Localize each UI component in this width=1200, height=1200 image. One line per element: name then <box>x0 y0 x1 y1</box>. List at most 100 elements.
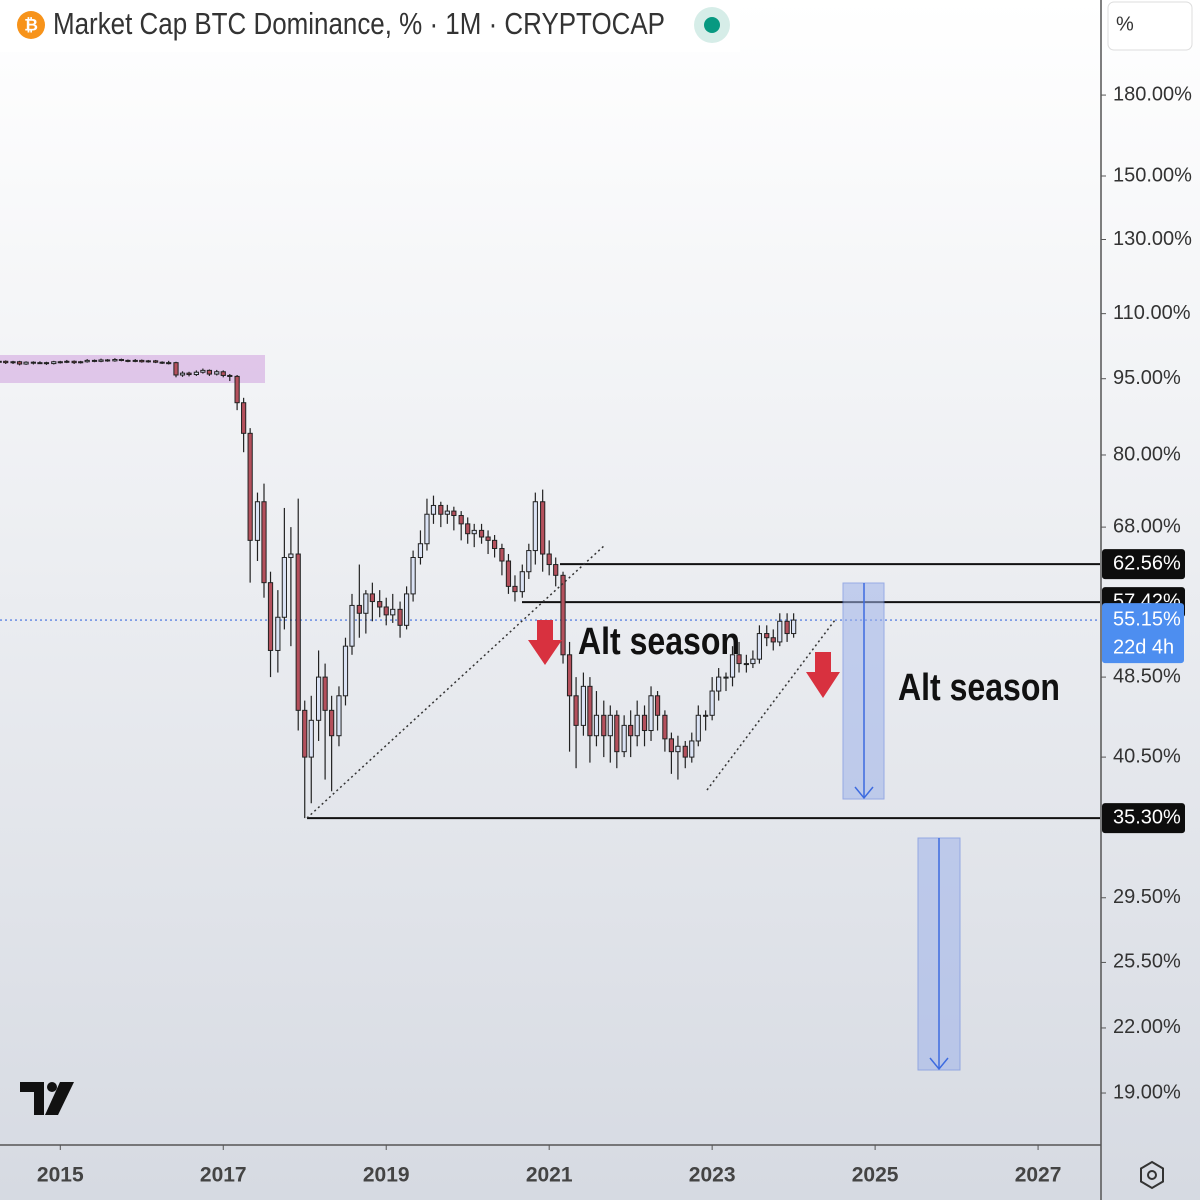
candle-body <box>57 361 63 364</box>
candle-body <box>723 676 729 679</box>
candle-body <box>689 740 695 758</box>
scale-button-label[interactable]: % <box>1116 13 1134 35</box>
candle-body <box>383 606 389 616</box>
settings-icon[interactable] <box>1140 1160 1164 1190</box>
candle-body <box>349 604 355 647</box>
candle-body <box>186 372 192 376</box>
candle-body <box>593 714 600 737</box>
candle-body <box>159 361 165 364</box>
candle-body <box>179 372 186 376</box>
y-tick-label: 29.50% <box>1113 886 1181 908</box>
candle-body <box>458 515 464 525</box>
candle-body <box>641 714 648 732</box>
candle-body <box>118 359 125 362</box>
candle-body <box>37 362 43 365</box>
y-tick-label: 68.00% <box>1113 515 1181 537</box>
candle-body <box>573 695 579 726</box>
candle-body <box>302 709 308 758</box>
candle-body <box>764 633 770 639</box>
candle-body <box>566 654 573 697</box>
candle-body <box>451 510 457 517</box>
candle-body <box>200 369 206 373</box>
candle-body <box>628 724 634 737</box>
candle-body <box>743 663 749 666</box>
y-tick-label: 80.00% <box>1113 443 1181 465</box>
candle-body <box>281 557 287 618</box>
y-tick-label: 25.50% <box>1113 951 1181 973</box>
candle-body <box>51 361 57 365</box>
candle-body <box>267 582 274 651</box>
candle-body <box>206 369 213 375</box>
tv-logo <box>20 1082 74 1115</box>
candle-body <box>444 510 450 515</box>
candle-body <box>234 375 240 404</box>
scale-button[interactable] <box>1107 1 1193 51</box>
candle-body <box>125 359 131 362</box>
candle-body <box>791 619 797 635</box>
candle-body <box>227 374 233 377</box>
candle-body <box>430 504 437 515</box>
candle-body <box>465 523 471 535</box>
candle-body <box>43 362 50 365</box>
candle-body <box>546 553 552 566</box>
y-tick-label: 48.50% <box>1113 665 1181 687</box>
candle-body <box>485 536 491 541</box>
candle-body <box>478 529 485 538</box>
x-tick-label: 2025 <box>852 1164 899 1187</box>
candle-body <box>336 695 342 737</box>
x-tick-label: 2019 <box>363 1164 410 1187</box>
candle-body <box>662 714 668 740</box>
candle-body <box>668 738 675 753</box>
candle-body <box>682 745 688 758</box>
y-tick-label: 180.00% <box>1113 83 1192 105</box>
candle-body <box>71 360 77 364</box>
candle-body <box>241 402 247 434</box>
candle-body <box>729 654 736 678</box>
candle-body <box>614 714 620 753</box>
candle-body <box>254 501 261 541</box>
candle-body <box>78 361 84 364</box>
btc-icon <box>17 11 45 39</box>
candle-body <box>634 714 640 737</box>
candle-body <box>315 676 322 721</box>
candle-body <box>220 371 226 376</box>
x-tick-label: 2017 <box>200 1164 247 1187</box>
trend-line <box>706 619 836 791</box>
candle-body <box>193 371 199 376</box>
x-tick-label: 2015 <box>37 1164 84 1187</box>
btc-icon-glyph: ₿ <box>24 15 38 34</box>
candle-body <box>214 371 220 375</box>
y-tick-label: 22.00% <box>1113 1016 1181 1038</box>
candle-body <box>784 620 790 635</box>
candle-body <box>390 608 396 616</box>
candle-body <box>342 645 349 697</box>
candle-body <box>363 593 369 614</box>
candle-body <box>356 604 362 614</box>
candle-body <box>540 501 546 555</box>
candle-body <box>3 360 9 364</box>
candle-body <box>621 724 627 753</box>
level-label: 62.56% <box>1113 552 1181 574</box>
candle-body <box>132 359 138 362</box>
candle-body <box>505 560 512 587</box>
candle-body <box>471 529 477 535</box>
x-tick-label: 2021 <box>526 1164 573 1187</box>
x-tick-label: 2027 <box>1015 1164 1062 1187</box>
candle-body <box>30 361 37 364</box>
down-arrow <box>806 652 840 698</box>
status-dot <box>704 17 720 33</box>
level-label-bg <box>1102 549 1185 580</box>
candle-body <box>377 601 383 608</box>
last-price-label-bg <box>1102 603 1184 664</box>
y-tick-label: 130.00% <box>1113 228 1192 250</box>
candle-body <box>23 361 29 365</box>
candle-body <box>112 359 118 362</box>
candle-body <box>675 745 681 753</box>
candle-body <box>601 714 607 737</box>
x-tick-label: 2023 <box>689 1164 736 1187</box>
candle-body <box>173 362 179 376</box>
candle-body <box>424 513 430 545</box>
y-tick-label: 150.00% <box>1113 164 1192 186</box>
candle-body <box>491 539 498 550</box>
